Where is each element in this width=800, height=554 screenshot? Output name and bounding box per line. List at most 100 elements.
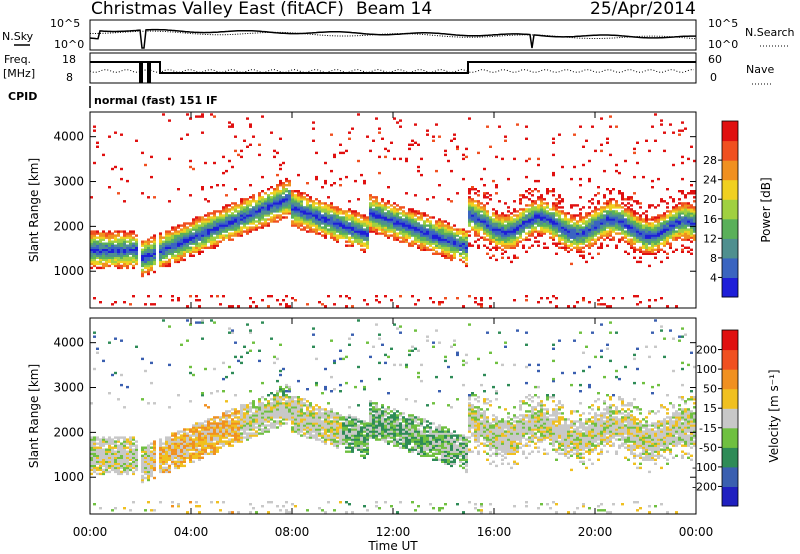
velocity-cell <box>246 418 249 421</box>
power-cell <box>498 234 501 237</box>
power-cell <box>579 177 582 181</box>
velocity-cell <box>228 416 231 419</box>
power-cell <box>231 218 234 221</box>
power-cell <box>531 208 534 211</box>
power-cell <box>588 301 591 304</box>
power-cell <box>546 192 549 195</box>
velocity-cell <box>120 458 123 461</box>
velocity-cell <box>213 418 216 421</box>
velocity-cell <box>252 428 255 431</box>
power-cell <box>165 236 168 239</box>
power-cell <box>264 224 267 227</box>
power-cell <box>258 198 261 201</box>
power-cell <box>540 194 543 197</box>
power-cell <box>540 196 543 199</box>
power-cell <box>390 212 393 215</box>
velocity-cell <box>159 501 162 504</box>
velocity-cell <box>195 452 198 455</box>
velocity-cell <box>180 434 183 437</box>
power-cell <box>93 238 96 241</box>
velocity-cell <box>99 462 102 465</box>
power-cell <box>192 242 195 245</box>
power-cell <box>210 186 213 189</box>
power-cell <box>564 248 567 251</box>
velocity-cell <box>198 426 201 429</box>
power-cell <box>591 244 594 247</box>
power-cell <box>669 236 672 239</box>
power-cell <box>324 216 327 219</box>
power-cell <box>285 212 288 215</box>
power-cell <box>615 210 618 213</box>
velocity-cell <box>150 468 153 472</box>
power-cell <box>381 232 384 235</box>
power-cell <box>198 250 201 253</box>
power-cell <box>474 301 477 304</box>
velocity-cell <box>120 444 123 447</box>
power-cell <box>243 212 246 215</box>
power-cell <box>252 210 255 213</box>
velocity-cell <box>219 416 222 419</box>
power-cell <box>549 228 552 231</box>
power-cell <box>90 240 93 243</box>
power-cell <box>384 295 387 298</box>
power-cell <box>504 246 507 249</box>
power-cell <box>372 216 375 219</box>
power-cell <box>168 240 171 243</box>
power-cell <box>111 262 114 266</box>
power-cell <box>198 228 201 231</box>
power-cell <box>570 216 573 219</box>
power-cell <box>330 133 333 136</box>
power-cell <box>534 220 537 223</box>
power-cell <box>111 232 114 235</box>
power-cell <box>519 198 522 201</box>
power-cell <box>300 214 303 217</box>
power-cell <box>216 210 219 213</box>
power-cell <box>135 248 138 251</box>
power-cell <box>660 119 663 122</box>
power-cell <box>123 238 126 241</box>
power-cell <box>441 224 444 227</box>
power-cell <box>174 260 177 264</box>
power-cell <box>639 230 642 233</box>
velocity-cell <box>192 373 195 377</box>
power-cell <box>510 244 513 247</box>
power-cell <box>468 218 471 221</box>
power-cell <box>408 222 411 225</box>
velocity-cell <box>198 438 201 441</box>
power-cell <box>453 238 456 241</box>
power-cell <box>249 125 252 128</box>
power-cell <box>159 244 162 247</box>
velocity-cell <box>90 446 93 449</box>
power-cell <box>117 252 120 255</box>
power-cell <box>147 196 150 199</box>
power-cell <box>624 204 627 207</box>
velocity-cell <box>168 438 171 441</box>
power-cell <box>291 297 294 300</box>
power-cell <box>336 208 339 211</box>
power-cell <box>435 228 438 231</box>
power-cell <box>93 240 96 243</box>
power-cell <box>495 155 498 159</box>
power-cell <box>285 194 288 197</box>
power-cell <box>327 222 330 225</box>
velocity-cell <box>201 394 204 397</box>
power-cell <box>426 198 429 201</box>
velocity-cell <box>240 406 243 409</box>
power-cell <box>570 262 573 266</box>
power-cell <box>564 216 567 219</box>
power-cell <box>339 210 342 213</box>
velocity-cell <box>90 458 93 461</box>
velocity-cell <box>231 414 234 417</box>
power-cell <box>417 234 420 237</box>
velocity-cell <box>111 446 114 449</box>
power-cell <box>99 238 102 241</box>
power-cell <box>555 214 558 217</box>
power-cell <box>435 226 438 229</box>
power-cell <box>231 165 234 169</box>
power-cell <box>414 123 417 126</box>
power-cell <box>426 242 429 245</box>
power-cell <box>297 212 300 215</box>
power-cell <box>525 295 528 298</box>
velocity-cell <box>195 456 198 459</box>
power-cell <box>342 236 345 239</box>
